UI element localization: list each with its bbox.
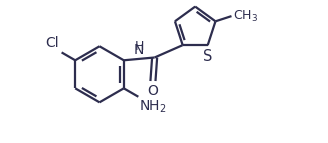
Text: H: H: [134, 40, 144, 53]
Text: S: S: [203, 48, 213, 63]
Text: NH$_2$: NH$_2$: [139, 98, 167, 115]
Text: N: N: [134, 43, 144, 57]
Text: O: O: [148, 84, 158, 98]
Text: Cl: Cl: [46, 36, 59, 50]
Text: CH$_3$: CH$_3$: [233, 9, 258, 24]
